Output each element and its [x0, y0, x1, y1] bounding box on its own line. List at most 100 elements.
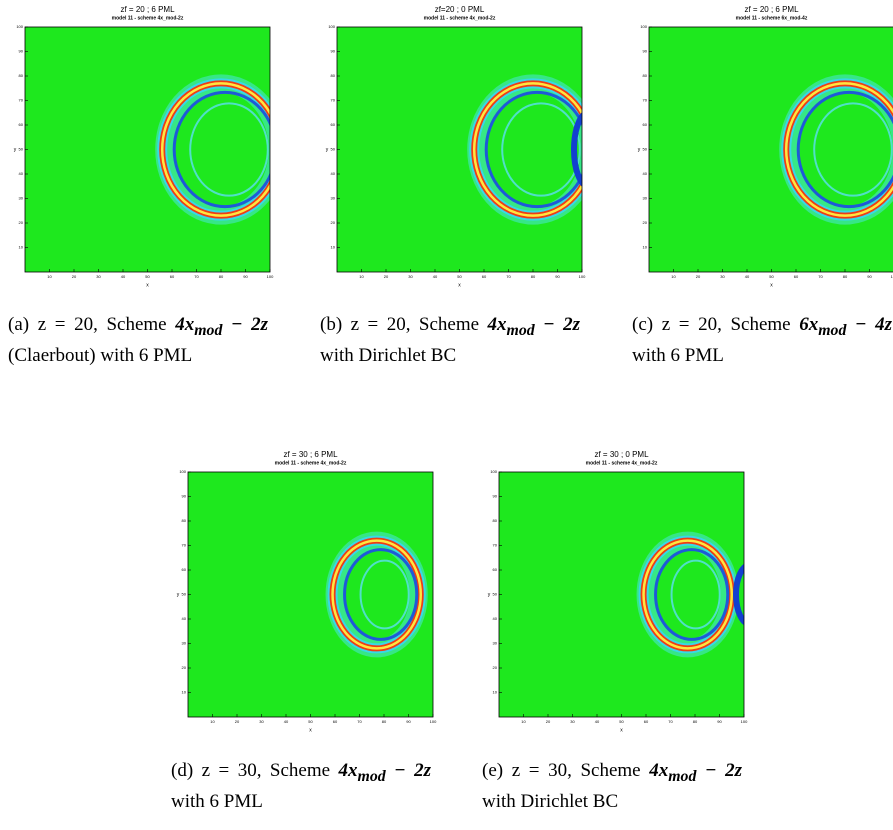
- y-tick-label: 100: [16, 24, 23, 29]
- y-tick-label: 90: [493, 494, 498, 499]
- x-tick-label: 90: [717, 719, 722, 724]
- x-tick-label: 30: [720, 274, 725, 279]
- formula: 6xmod − 4z: [799, 314, 893, 339]
- y-tick-label: 10: [182, 690, 187, 695]
- heatmap: [25, 27, 270, 272]
- caption: (e) z = 30, Scheme 4xmod − 2z with Diric…: [482, 758, 742, 814]
- y-tick-label: 40: [643, 171, 648, 176]
- y-tick-label: 70: [182, 543, 187, 548]
- caption: (a) z = 20, Scheme 4xmod − 2z (Claerbout…: [8, 312, 268, 368]
- x-tick-label: 20: [696, 274, 701, 279]
- x-axis-label: x: [458, 282, 461, 288]
- y-axis-label: y: [177, 592, 180, 598]
- caption-lead: (e) z = 30, Scheme: [482, 760, 641, 781]
- y-tick-label: 50: [643, 147, 648, 152]
- x-tick-label: 50: [769, 274, 774, 279]
- x-axis-label: x: [309, 727, 312, 733]
- x-tick-label: 70: [357, 719, 362, 724]
- formula-main: 6x: [799, 314, 819, 335]
- y-tick-label: 30: [643, 196, 648, 201]
- formula: 4xmod − 2z: [649, 760, 743, 785]
- y-tick-label: 90: [643, 49, 648, 54]
- wave-ripple: [670, 559, 721, 630]
- wave-ripple: [189, 102, 269, 197]
- y-axis-label: y: [326, 147, 329, 153]
- x-tick-label: 20: [235, 719, 240, 724]
- x-tick-label: 30: [570, 719, 575, 724]
- y-tick-label: 50: [182, 592, 187, 597]
- panel-title: zf = 20 ; 6 PML: [120, 5, 175, 14]
- panel-title: zf = 30 ; 6 PML: [283, 450, 338, 459]
- x-tick-label: 100: [891, 274, 893, 279]
- background: [499, 472, 744, 717]
- formula-sub: mod: [668, 767, 697, 785]
- y-tick-label: 10: [643, 245, 648, 250]
- formula-main: 4x: [175, 314, 195, 335]
- x-tick-label: 80: [531, 274, 536, 279]
- y-tick-label: 80: [331, 73, 336, 78]
- panel-subtitle: model 11 - scheme 4x_mod-2z: [424, 15, 496, 21]
- x-tick-label: 50: [145, 274, 150, 279]
- x-tick-label: 60: [170, 274, 175, 279]
- panel-subtitle: model 11 - scheme 4x_mod-2z: [275, 460, 347, 466]
- y-tick-label: 90: [19, 49, 24, 54]
- wave-ripple: [813, 102, 893, 197]
- x-tick-label: 30: [408, 274, 413, 279]
- x-tick-label: 70: [818, 274, 823, 279]
- y-tick-label: 60: [19, 122, 24, 127]
- wavefront: [331, 539, 422, 650]
- formula-main: 4x: [487, 314, 507, 335]
- y-tick-label: 80: [643, 73, 648, 78]
- panel-title: zf = 30 ; 0 PML: [594, 450, 649, 459]
- formula-end: − 2z: [704, 760, 743, 781]
- formula-sub: mod: [357, 767, 386, 785]
- x-tick-label: 100: [267, 274, 274, 279]
- background: [188, 472, 433, 717]
- y-tick-label: 60: [182, 567, 187, 572]
- caption-tail: with 6 PML: [632, 344, 724, 366]
- y-tick-label: 50: [493, 592, 498, 597]
- x-tick-label: 100: [430, 719, 437, 724]
- wave-ripple: [501, 102, 581, 197]
- wave-inner: [654, 548, 730, 641]
- y-tick-label: 60: [331, 122, 336, 127]
- y-tick-label: 60: [493, 567, 498, 572]
- caption: (b) z = 20, Scheme 4xmod − 2z with Diric…: [320, 312, 580, 368]
- x-tick-label: 60: [482, 274, 487, 279]
- caption-tail: with Dirichlet BC: [482, 790, 619, 812]
- x-tick-label: 10: [359, 274, 364, 279]
- y-tick-label: 30: [19, 196, 24, 201]
- y-tick-label: 30: [493, 641, 498, 646]
- x-tick-label: 60: [794, 274, 799, 279]
- y-tick-label: 80: [182, 518, 187, 523]
- y-tick-label: 80: [19, 73, 24, 78]
- x-tick-label: 30: [96, 274, 101, 279]
- caption-lead: (a) z = 20, Scheme: [8, 314, 167, 335]
- x-tick-label: 70: [506, 274, 511, 279]
- x-tick-label: 50: [457, 274, 462, 279]
- x-tick-label: 100: [579, 274, 586, 279]
- wavefront: [160, 82, 270, 217]
- y-tick-label: 70: [19, 98, 24, 103]
- y-tick-label: 70: [643, 98, 648, 103]
- caption-lead: (c) z = 20, Scheme: [632, 314, 791, 335]
- y-tick-label: 40: [182, 616, 187, 621]
- panel-subtitle: model 11 - scheme 4x_mod-2z: [586, 460, 658, 466]
- y-tick-label: 20: [331, 220, 336, 225]
- y-tick-label: 100: [328, 24, 335, 29]
- y-axis-label: y: [14, 147, 17, 153]
- x-tick-label: 90: [406, 719, 411, 724]
- x-tick-label: 10: [47, 274, 52, 279]
- y-tick-label: 20: [493, 665, 498, 670]
- formula: 4xmod − 2z: [339, 760, 431, 785]
- y-tick-label: 40: [19, 171, 24, 176]
- y-tick-label: 20: [182, 665, 187, 670]
- formula-end: − 4z: [854, 314, 893, 335]
- wave-inner: [484, 90, 582, 209]
- y-tick-label: 100: [179, 469, 186, 474]
- y-tick-label: 100: [490, 469, 497, 474]
